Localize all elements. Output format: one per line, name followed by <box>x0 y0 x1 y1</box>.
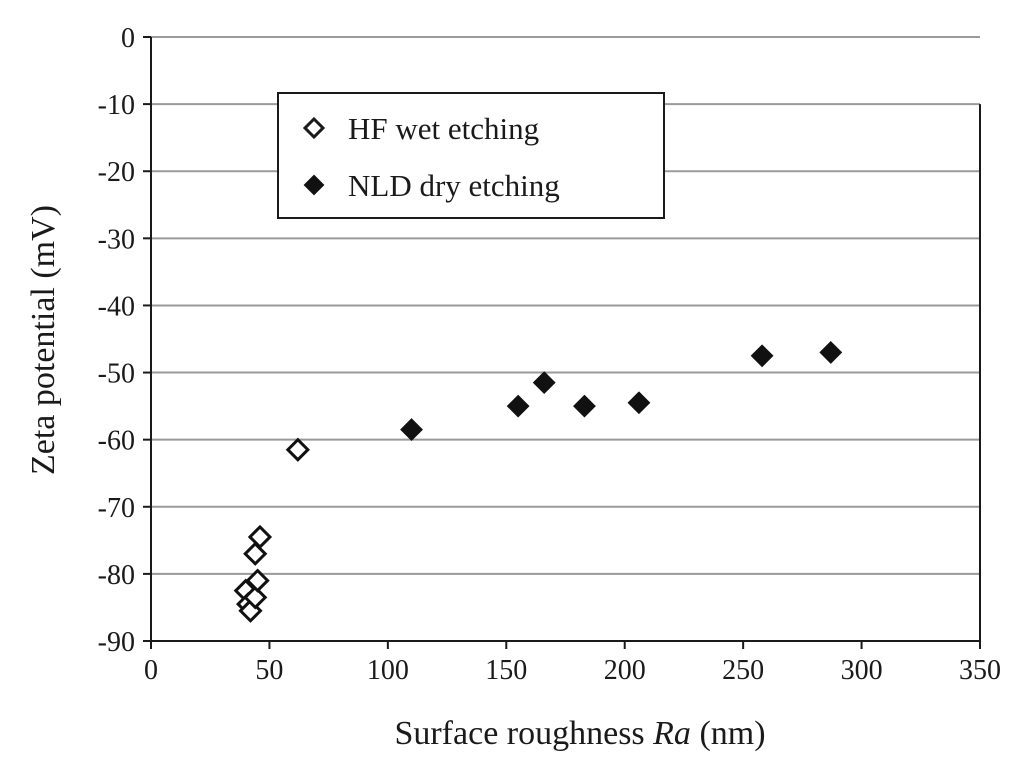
data-point-nld <box>506 394 530 418</box>
y-tick-label: -10 <box>98 90 135 121</box>
x-tick-label: 300 <box>841 655 883 686</box>
data-point-nld <box>573 394 596 418</box>
data-point-nld <box>532 371 556 395</box>
y-tick-label: -50 <box>98 359 135 390</box>
points-layer <box>233 341 843 623</box>
x-tick-label: 0 <box>144 655 158 686</box>
x-tick-label: 50 <box>255 655 283 686</box>
y-tick-label: -90 <box>98 627 135 658</box>
y-tick-label: 0 <box>121 23 135 54</box>
legend-box <box>277 92 665 219</box>
legend-marker-hf <box>302 116 326 140</box>
data-point-hf <box>247 524 273 550</box>
y-tick-label: -30 <box>98 224 135 255</box>
axes-layer <box>150 37 981 642</box>
data-point-nld <box>750 344 774 368</box>
legend-label-hf: HF wet etching <box>348 111 539 146</box>
legend: HF wet etching NLD dry etching <box>277 92 665 219</box>
x-axis-title: Surface roughness Ra (nm) <box>394 715 765 752</box>
legend-marker-nld <box>303 174 325 196</box>
ticks-layer: 0 -10 -20 -30 -40 -50 -60 -70 -80 -90 0 50 100 150 200… <box>98 23 1001 686</box>
data-point-nld <box>819 341 843 364</box>
y-tick-label: -20 <box>98 157 135 188</box>
y-tick-label: -80 <box>98 560 135 591</box>
y-axis-title: Zeta potential (mV) <box>25 205 62 475</box>
data-point-hf <box>245 568 270 593</box>
legend-label-nld: NLD dry etching <box>348 168 560 203</box>
x-axis-title-italic: Ra <box>652 715 691 752</box>
y-tick-label: -40 <box>98 291 135 322</box>
x-tick-label: 100 <box>367 655 409 686</box>
x-tick-label: 150 <box>485 655 527 686</box>
x-axis-title-unit: (nm) <box>691 715 766 752</box>
data-point-hf <box>243 585 268 610</box>
data-point-nld <box>400 418 423 442</box>
y-tick-label: -60 <box>98 426 135 457</box>
x-tick-label: 350 <box>959 655 1001 686</box>
x-tick-label: 200 <box>604 655 646 686</box>
data-point-nld <box>627 391 651 415</box>
x-axis-title-main: Surface roughness <box>394 715 653 752</box>
data-point-hf <box>285 437 310 462</box>
x-tick-label: 250 <box>722 655 764 686</box>
y-tick-label: -70 <box>98 493 135 524</box>
